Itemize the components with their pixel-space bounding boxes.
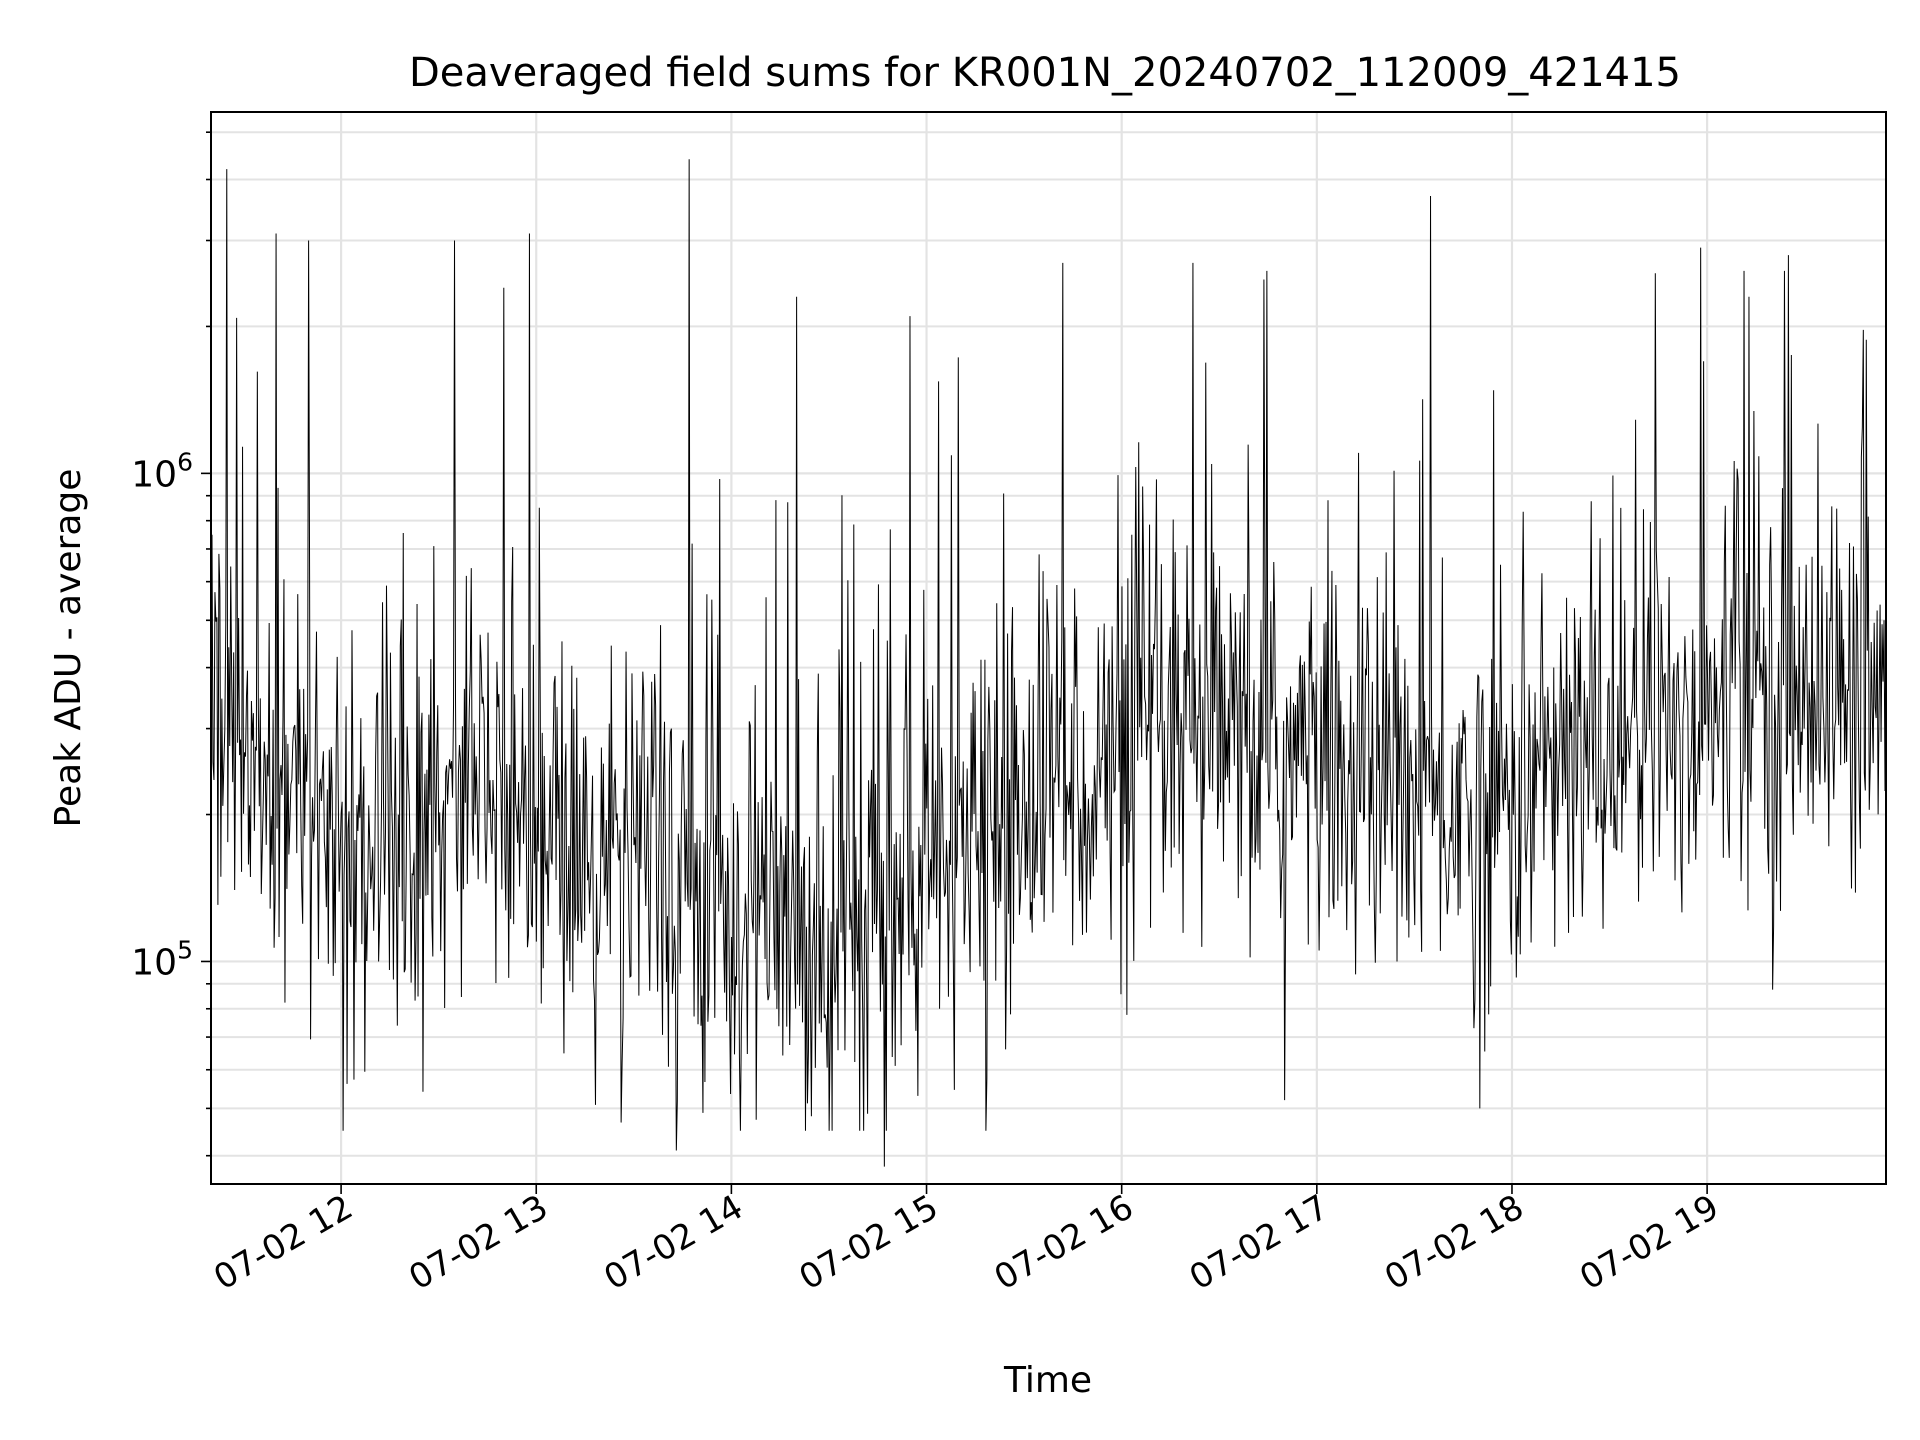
- plot-frame: [210, 111, 1887, 1185]
- y-tick-label: 106: [131, 447, 193, 495]
- x-axis-label: Time: [1003, 1360, 1092, 1401]
- y-axis: 105 106: [131, 131, 211, 1157]
- chart-title: Deaveraged field sums for KR001N_2024070…: [409, 50, 1681, 96]
- grid: [211, 112, 1886, 1184]
- y-axis-label: Peak ADU - average: [48, 469, 89, 828]
- series-line: [210, 159, 1887, 1167]
- y-tick-label: 105: [131, 935, 193, 983]
